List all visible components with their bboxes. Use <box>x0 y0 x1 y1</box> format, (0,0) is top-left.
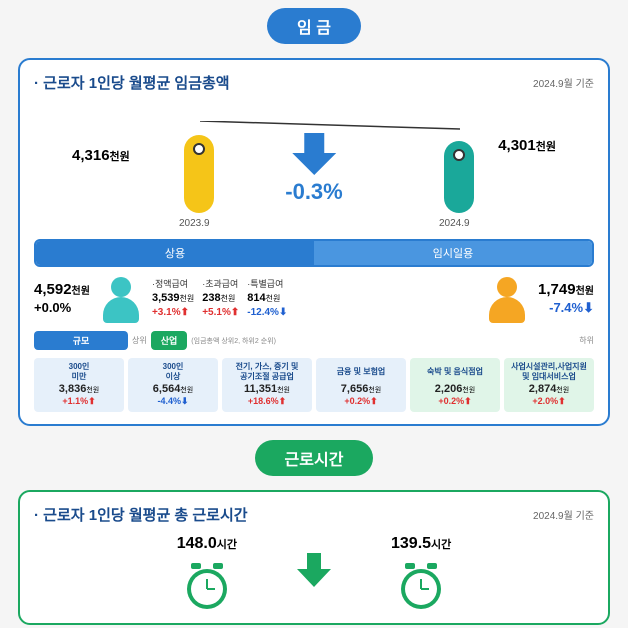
sub-header-row: 상용 임시일용 <box>34 239 594 267</box>
bottom-grid: 300인미만3,836천원+1.1%⬆300인이상6,564천원-4.4%⬇전기… <box>34 358 594 412</box>
industry-header: 산업 <box>151 331 188 350</box>
wage-title-row: · 근로자 1인당 월평균 임금총액 2024.9월 기준 <box>34 72 594 93</box>
left-date: 2023.9 <box>179 218 210 229</box>
grid-cell: 300인미만3,836천원+1.1%⬆ <box>34 358 124 412</box>
wage-title: · 근로자 1인당 월평균 임금총액 <box>34 72 230 93</box>
wage-viz: 4,316천원 2023.9 4,301천원 2024.9 -0.3% <box>34 101 594 231</box>
regular-value: 4,592천원 +0.0% <box>34 281 90 317</box>
pill-right <box>444 141 474 213</box>
regular-person-block <box>100 275 142 323</box>
temp-value: 1,749천원 -7.4%⬇ <box>538 281 594 317</box>
wage-badge: 임 금 <box>267 8 361 44</box>
hours-left: 148.0시간 <box>177 535 237 553</box>
pill-left <box>184 135 214 213</box>
change-arrow: -0.3% <box>285 133 342 205</box>
hours-badge: 근로시간 <box>255 440 374 476</box>
clock-icon-right <box>395 559 447 611</box>
grid-cell: 사업시설관리,사업지원및 임대서비스업2,874천원+2.0%⬆ <box>504 358 594 412</box>
grid-header-strip: 규모 상위 산업 (임금총액 상위2, 하위2 순위) 하위 <box>34 331 594 350</box>
person-icon-temp <box>486 275 528 323</box>
hours-card: · 근로자 1인당 월평균 총 근로시간 2024.9월 기준 148.0시간 <box>18 490 610 625</box>
grid-cell: 금융 및 보험업7,656천원+0.2%⬆ <box>316 358 406 412</box>
temp-person-block <box>486 275 528 323</box>
wage-ref: 2024.9월 기준 <box>533 75 594 90</box>
grid-cell: 숙박 및 음식점업2,206천원+0.2%⬆ <box>410 358 500 412</box>
wage-card: · 근로자 1인당 월평균 임금총액 2024.9월 기준 4,316천원 20… <box>18 58 610 426</box>
connector-line <box>200 121 460 131</box>
grid-cell: 300인이상6,564천원-4.4%⬇ <box>128 358 218 412</box>
hours-title: · 근로자 1인당 월평균 총 근로시간 <box>34 504 248 525</box>
regular-breakdown: ·정액급여 3,539천원 +3.1%⬆ ·초과급여 238천원 +5.1%⬆ … <box>152 278 287 320</box>
clock-icon-left <box>181 559 233 611</box>
sub-temp: 임시일용 <box>314 241 592 265</box>
detail-row: 4,592천원 +0.0% ·정액급여 3,539천원 +3.1%⬆ ·초과급여… <box>34 275 594 323</box>
person-icon-regular <box>100 275 142 323</box>
scale-header: 규모 <box>34 331 128 350</box>
right-value: 4,301천원 <box>498 137 556 154</box>
change-value: -0.3% <box>285 179 342 205</box>
right-date: 2024.9 <box>439 218 470 229</box>
hours-arrow <box>297 553 331 592</box>
hours-row: 148.0시간 139.5시간 <box>34 535 594 611</box>
hours-ref: 2024.9월 기준 <box>533 507 594 522</box>
grid-cell: 전기, 가스, 증기 및공기조절 공급업11,351천원+18.6%⬆ <box>222 358 312 412</box>
sub-regular: 상용 <box>36 241 314 265</box>
hours-title-row: · 근로자 1인당 월평균 총 근로시간 2024.9월 기준 <box>34 504 594 525</box>
left-value: 4,316천원 <box>72 147 130 164</box>
hours-right: 139.5시간 <box>391 535 451 553</box>
